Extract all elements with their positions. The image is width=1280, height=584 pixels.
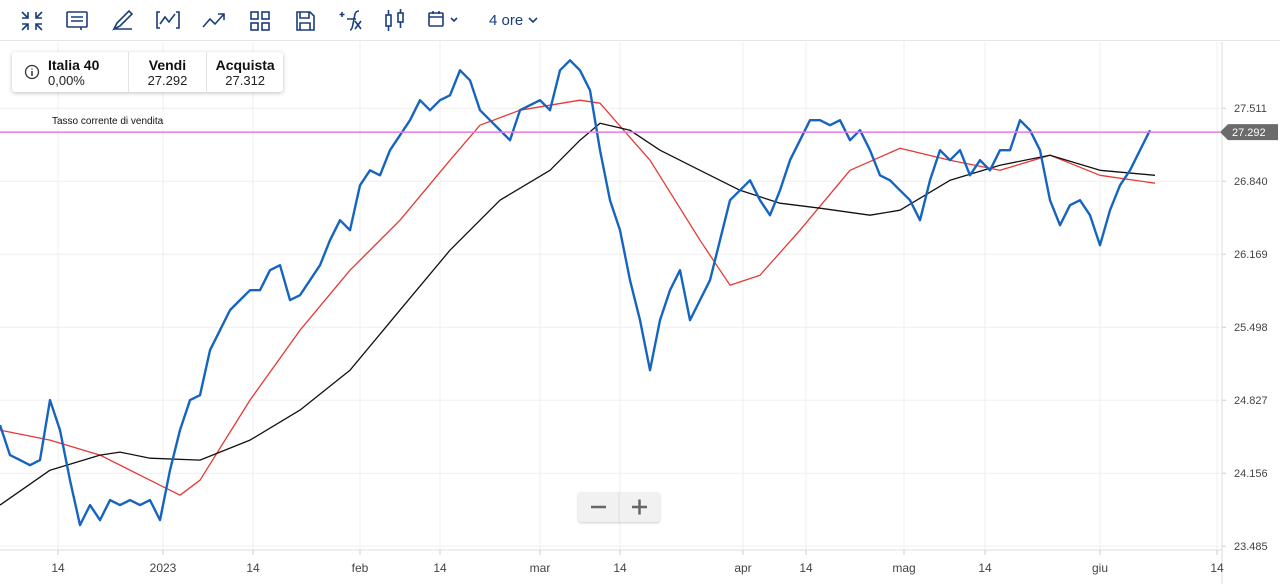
y-tick-label: 25.498 [1234,322,1268,334]
buy-label: Acquista [215,56,275,73]
x-tick-label: 14 [613,561,627,575]
interval-arrow[interactable] [528,17,538,24]
price-line [0,99,1156,496]
indicator-icon[interactable] [156,11,180,29]
zoom-in[interactable] [632,499,647,515]
x-tick-label: 14 [978,561,992,575]
x-tick-label: giu [1092,561,1108,575]
current-rate-label: Tasso corrente di vendita [52,116,164,127]
x-tick-label: 14 [246,561,260,575]
instrument-change: 0,00% [48,72,85,88]
info-icon[interactable] [24,64,40,80]
x-tick-label: feb [352,561,369,575]
x-tick-label: 14 [799,561,813,575]
instrument: Italia 40 0,00% [12,52,129,92]
y-tick-label: 24.156 [1234,468,1268,480]
sell-price: 27.292 [147,72,188,88]
x-tick-label: 2023 [150,561,177,575]
draw-icon[interactable] [112,9,134,31]
current-rate-value: 27.292 [1232,127,1266,139]
notes-icon[interactable] [66,11,88,30]
buy-cell[interactable]: Acquista 27.312 [207,52,283,92]
sell-cell[interactable]: Vendi 27.292 [129,52,208,92]
buy-price: 27.312 [225,72,266,88]
interval[interactable]: 4 ore [489,12,523,29]
x-tick-label: 14 [51,561,65,575]
x-tick-label: apr [734,561,751,575]
price-line [0,59,1152,527]
x-tick-label: mar [530,561,551,575]
y-tick-label: 26.169 [1234,249,1268,261]
current-rate-tag [1220,124,1278,141]
zoom-icons [591,492,647,522]
y-tick-label: 26.840 [1234,176,1268,188]
y-tick-label: 23.485 [1234,541,1268,553]
calendar-icon[interactable] [428,11,458,27]
info-box: Italia 40 0,00% Vendi 27.292 Acquista 27… [12,52,283,92]
toolbar: 4 ore [0,0,1280,41]
function-icon[interactable] [339,10,362,31]
zoom-controls [578,492,660,522]
x-tick-label: 14 [433,561,447,575]
save-icon[interactable] [296,11,315,31]
price-line [0,122,1156,506]
instrument-name: Italia 40 [48,56,100,73]
toolbar-icons: 4 ore [21,9,538,31]
x-tick-label: mag [892,561,915,575]
y-tick-label: 24.827 [1234,395,1268,407]
trend-icon[interactable] [202,13,225,28]
layout-icon[interactable] [250,11,270,31]
y-tick-label: 27.511 [1234,103,1267,115]
sell-label: Vendi [148,56,187,73]
collapse-icon[interactable] [21,11,43,31]
x-tick-label: 14 [1210,561,1224,575]
candle-icon[interactable] [385,9,404,31]
